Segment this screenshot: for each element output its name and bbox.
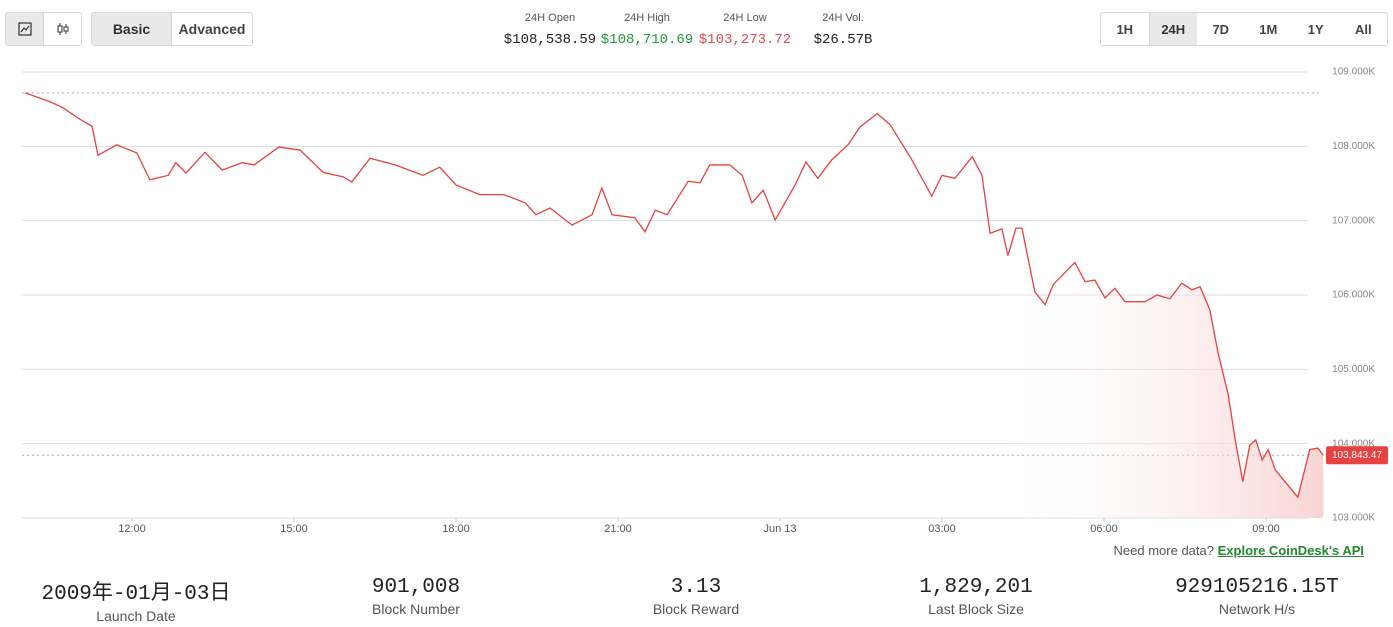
mode-switch: Basic Advanced — [91, 12, 253, 46]
last-price-tag — [1326, 446, 1388, 465]
candle-chart-button[interactable] — [44, 13, 81, 45]
mode-button[interactable]: Basic — [92, 13, 172, 45]
x-tick-label: 06:00 — [1090, 523, 1118, 535]
line-icon — [17, 22, 32, 36]
summary-item: 24H Vol. $26.57B — [788, 12, 898, 48]
chart: 103.000K 104.000K 105.000K 106.000K 107.000K… — [22, 67, 1388, 535]
summary-label: 24H Open — [524, 12, 576, 24]
x-tick-label: 03:00 — [928, 523, 956, 535]
more-data-text: Need more data? — [1113, 543, 1214, 558]
x-tick-label: Jun 13 — [763, 523, 796, 535]
range-button[interactable]: 7D — [1212, 21, 1230, 37]
price-line — [24, 92, 1324, 499]
y-tick-label: 103.000K — [1332, 513, 1375, 524]
y-tick-label: 109.000K — [1332, 67, 1375, 78]
stat-label: Network H/s — [1218, 601, 1296, 617]
summary-value: $108,538.59 — [503, 32, 597, 48]
more-data: Need more data? Explore CoinDesk's API — [1100, 543, 1364, 558]
summary-value: $108,710.69 — [600, 32, 694, 48]
stat-item: 1,829,201 Last Block Size — [856, 576, 1096, 617]
candle-icon — [57, 23, 68, 35]
range-button[interactable]: All — [1354, 21, 1372, 37]
api-link[interactable]: Explore CoinDesk's API — [1217, 543, 1364, 558]
stat-label: Block Number — [372, 601, 460, 617]
mode-button[interactable]: Advanced — [178, 21, 246, 37]
area-fill — [25, 92, 1324, 519]
stat-item: 929105216.15T Network H/s — [1137, 576, 1377, 617]
summary-item: 24H Open $108,538.59 — [495, 12, 605, 48]
x-tick-label: 15:00 — [280, 523, 308, 535]
stat-label: Launch Date — [96, 608, 176, 624]
range-button[interactable]: 1M — [1259, 21, 1278, 37]
summary-label: 24H Vol. — [822, 12, 864, 24]
stat-label: Last Block Size — [928, 601, 1024, 617]
range-switch: 1H 24H 7D 1M 1Y All — [1100, 12, 1388, 46]
summary-label: 24H High — [624, 12, 670, 24]
y-tick-label: 106.000K — [1332, 290, 1375, 301]
y-tick-label: 105.000K — [1332, 364, 1375, 375]
y-tick-label: 108.000K — [1332, 141, 1375, 152]
last-price-label: 103,843.47 — [1332, 450, 1382, 461]
summary-item: 24H Low $103,273.72 — [690, 12, 800, 48]
summary-value: $26.57B — [813, 32, 873, 48]
stat-item: 2009年-01月-03日 Launch Date — [16, 576, 256, 624]
summary-value: $103,273.72 — [698, 32, 792, 48]
range-button[interactable]: 24H — [1149, 13, 1197, 45]
stat-value: 929105216.15T — [1175, 576, 1339, 599]
x-tick-label: 18:00 — [442, 523, 470, 535]
range-button[interactable]: 1Y — [1307, 21, 1324, 37]
chart-style-switch — [5, 12, 82, 46]
stat-item: 3.13 Block Reward — [576, 576, 816, 617]
x-tick-label: 21:00 — [604, 523, 632, 535]
stat-value: 3.13 — [670, 576, 722, 599]
y-tick-label: 104.000K — [1332, 438, 1375, 449]
stat-value: 2009年-01月-03日 — [41, 583, 231, 606]
x-tick-label: 09:00 — [1252, 523, 1280, 535]
stat-label: Block Reward — [652, 601, 740, 617]
summary-item: 24H High $108,710.69 — [592, 12, 702, 48]
y-tick-label: 107.000K — [1332, 215, 1375, 226]
line-chart-button[interactable] — [6, 13, 44, 45]
range-button[interactable]: 1H — [1101, 13, 1150, 45]
stat-value: 1,829,201 — [919, 576, 1033, 599]
stat-value: 901,008 — [371, 576, 461, 599]
stat-item: 901,008 Block Number — [296, 576, 536, 617]
summary-label: 24H Low — [723, 12, 767, 24]
x-tick-label: 12:00 — [118, 523, 146, 535]
